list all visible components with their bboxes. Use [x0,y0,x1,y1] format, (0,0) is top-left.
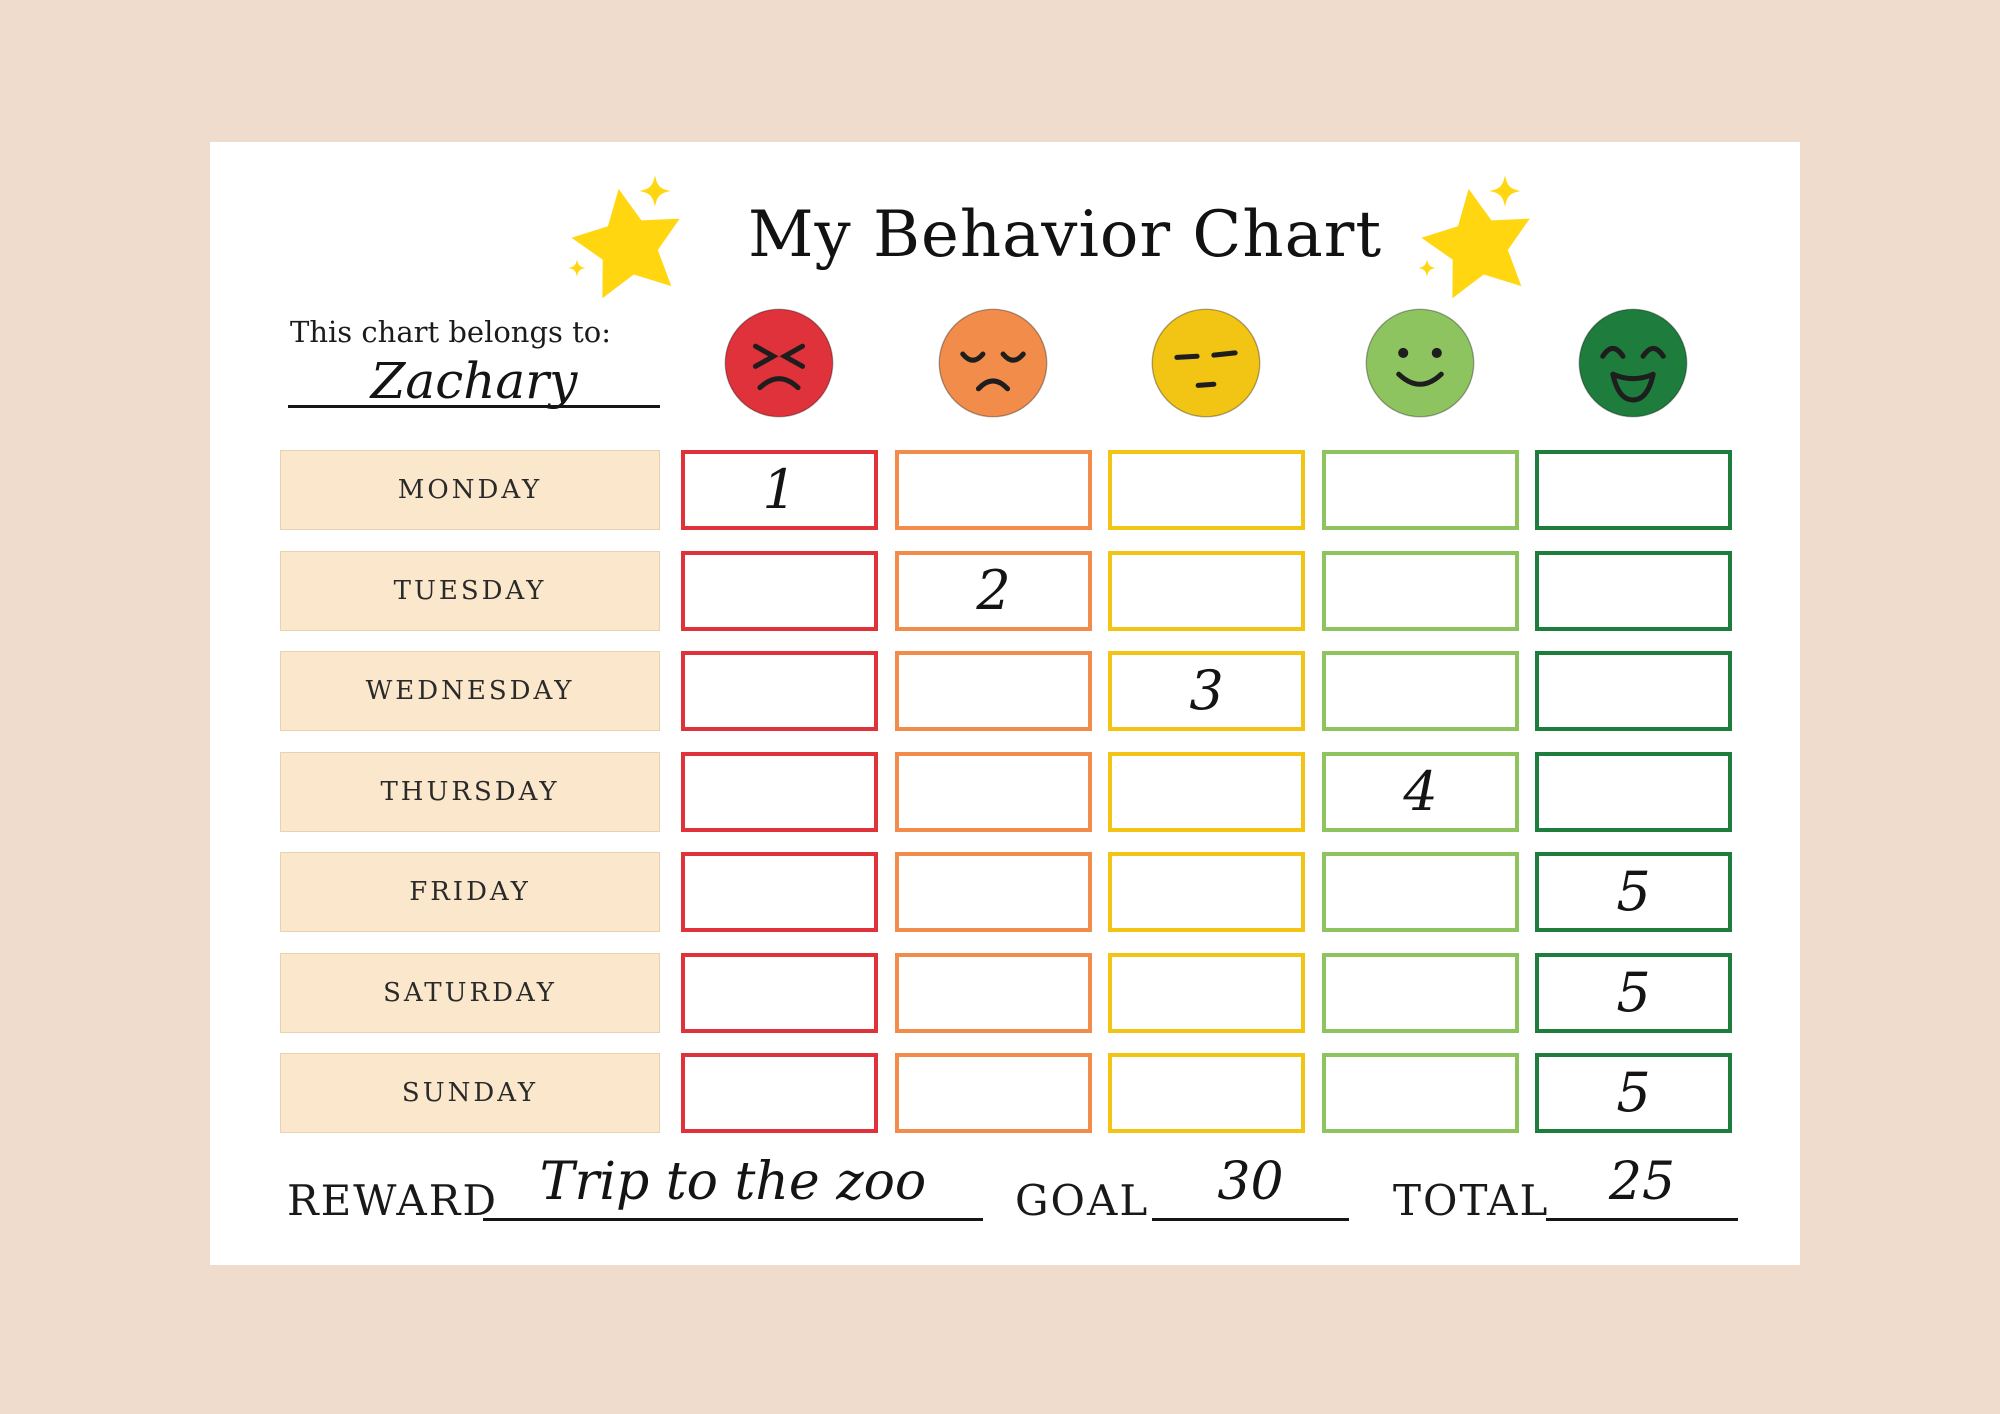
angry-face-icon [724,308,834,418]
goal-line [1152,1218,1349,1221]
laughing-face-icon [1578,308,1688,418]
day-label-thursday: THURSDAY [280,752,660,832]
score-value: 5 [1616,860,1651,923]
reward-line [483,1218,983,1221]
score-cell-sunday-laughing[interactable]: 5 [1535,1053,1732,1133]
star-right-icon [1418,175,1530,299]
score-value: 3 [1189,659,1224,722]
score-cell-thursday-happy[interactable]: 4 [1322,752,1519,832]
score-cell-wednesday-angry[interactable] [681,651,878,731]
neutral-face-icon [1151,308,1261,418]
owner-name-field[interactable]: Zachary [370,352,578,410]
score-cell-friday-neutral[interactable] [1108,852,1305,932]
score-cell-thursday-angry[interactable] [681,752,878,832]
score-cell-friday-laughing[interactable]: 5 [1535,852,1732,932]
happy-face-icon [1365,308,1475,418]
score-cell-monday-neutral[interactable] [1108,450,1305,530]
score-cell-friday-angry[interactable] [681,852,878,932]
score-cell-sunday-happy[interactable] [1322,1053,1519,1133]
day-label-friday: FRIDAY [280,852,660,932]
score-cell-saturday-happy[interactable] [1322,953,1519,1033]
score-cell-monday-sad[interactable] [895,450,1092,530]
score-cell-tuesday-neutral[interactable] [1108,551,1305,631]
score-cell-wednesday-sad[interactable] [895,651,1092,731]
day-label-tuesday: TUESDAY [280,551,660,631]
score-cell-thursday-laughing[interactable] [1535,752,1732,832]
owner-name-line [288,405,660,408]
score-cell-saturday-angry[interactable] [681,953,878,1033]
day-label-monday: MONDAY [280,450,660,530]
score-cell-friday-happy[interactable] [1322,852,1519,932]
goal-value-field[interactable]: 30 [1217,1152,1284,1212]
score-cell-monday-angry[interactable]: 1 [681,450,878,530]
score-cell-saturday-laughing[interactable]: 5 [1535,953,1732,1033]
score-cell-friday-sad[interactable] [895,852,1092,932]
score-cell-tuesday-happy[interactable] [1322,551,1519,631]
score-cell-tuesday-sad[interactable]: 2 [895,551,1092,631]
score-value: 4 [1403,760,1438,823]
score-cell-sunday-angry[interactable] [681,1053,878,1133]
day-label-wednesday: WEDNESDAY [280,651,660,731]
score-cell-thursday-neutral[interactable] [1108,752,1305,832]
score-cell-wednesday-laughing[interactable] [1535,651,1732,731]
score-cell-tuesday-angry[interactable] [681,551,878,631]
page-title: My Behavior Chart [747,198,1383,272]
score-cell-thursday-sad[interactable] [895,752,1092,832]
total-label: TOTAL [1393,1176,1550,1225]
score-value: 5 [1616,1061,1651,1124]
score-cell-monday-happy[interactable] [1322,450,1519,530]
score-cell-saturday-sad[interactable] [895,953,1092,1033]
score-value: 2 [976,559,1011,622]
belongs-to-label: This chart belongs to: [290,315,612,349]
total-line [1546,1218,1738,1221]
total-value-field[interactable]: 25 [1608,1152,1676,1212]
day-label-sunday: SUNDAY [280,1053,660,1133]
score-cell-sunday-sad[interactable] [895,1053,1092,1133]
score-value: 5 [1616,961,1651,1024]
sad-face-icon [938,308,1048,418]
goal-label: GOAL [1015,1176,1150,1225]
score-cell-tuesday-laughing[interactable] [1535,551,1732,631]
score-cell-wednesday-happy[interactable] [1322,651,1519,731]
score-cell-wednesday-neutral[interactable]: 3 [1108,651,1305,731]
score-cell-saturday-neutral[interactable] [1108,953,1305,1033]
score-cell-sunday-neutral[interactable] [1108,1053,1305,1133]
reward-label: REWARD [287,1176,498,1225]
reward-value-field[interactable]: Trip to the zoo [539,1152,927,1212]
day-label-saturday: SATURDAY [280,953,660,1033]
score-cell-monday-laughing[interactable] [1535,450,1732,530]
score-value: 1 [762,458,797,521]
star-left-icon [568,175,680,299]
